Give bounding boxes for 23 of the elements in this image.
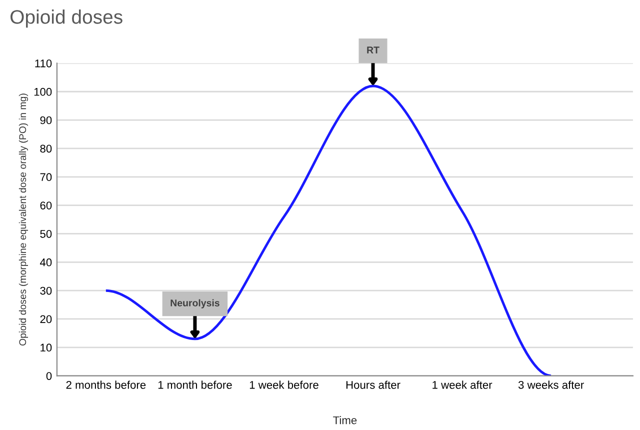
y-tick-label: 110 xyxy=(35,59,52,68)
y-tick-label: 90 xyxy=(40,116,52,124)
x-tick-label: 1 week before xyxy=(250,380,318,389)
y-tick-label: 70 xyxy=(40,173,52,182)
y-tick-label: 40 xyxy=(40,258,52,266)
y-tick-label: 20 xyxy=(40,315,52,324)
y-tick-label: 30 xyxy=(40,286,52,295)
y-tick-label: 100 xyxy=(34,88,52,96)
y-tick-label: 0 xyxy=(46,372,52,380)
y-tick-label: 60 xyxy=(40,202,52,210)
chart-title: Opioid doses xyxy=(10,10,122,28)
y-axis-title: Opioid doses (morphine equivalent dose orally (PO) in mg) xyxy=(18,94,28,346)
x-tick-label: 3 weeks after xyxy=(518,380,584,389)
x-axis-title: Time xyxy=(333,416,357,424)
y-tick-label: 80 xyxy=(40,144,52,153)
y-tick-label: 10 xyxy=(40,344,52,352)
x-tick-label: 1 week after xyxy=(432,380,492,389)
annotation: RT xyxy=(367,46,380,54)
y-tick-label: 50 xyxy=(40,230,52,238)
x-tick-label: 1 month before xyxy=(158,380,232,389)
x-tick-label: Hours after xyxy=(346,380,400,389)
x-tick-label: 2 months before xyxy=(66,380,146,389)
annotation: Neurolysis xyxy=(170,299,220,308)
